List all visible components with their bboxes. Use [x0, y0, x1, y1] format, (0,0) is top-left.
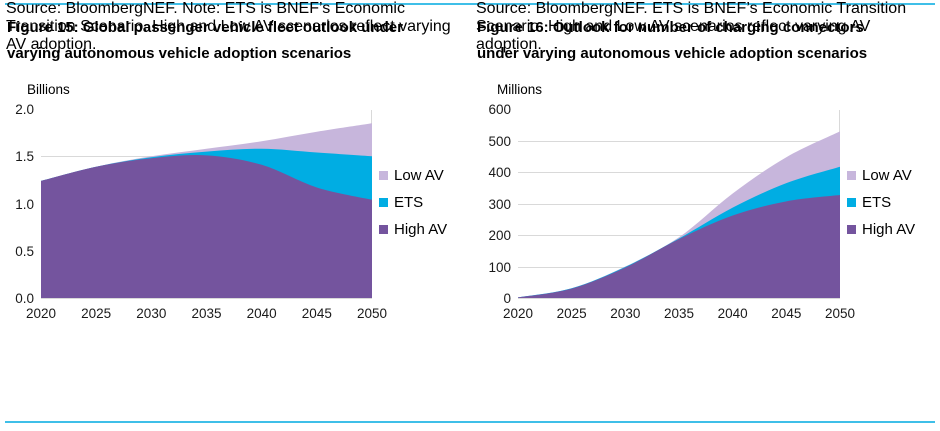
figure-15-legend: Low AV ETS High AV	[379, 162, 447, 243]
y-tick-label-300: 300	[488, 196, 511, 212]
x-tick-label-2035: 2035	[191, 306, 222, 321]
figure-16-source-line-1: Source: BloombergNEF. ETS is BNEF’s Econ…	[476, 0, 907, 17]
y-tick-label-600: 600	[488, 102, 511, 117]
legend-label-ets: ETS	[862, 194, 892, 211]
figure-15-panel: Figure 15: Global passenger vehicle flee…	[6, 0, 466, 431]
y-tick-label-200: 200	[488, 228, 511, 243]
top-divider-line	[5, 3, 935, 5]
legend-item-high-av: High AV	[379, 216, 447, 243]
legend-swatch-ets	[847, 198, 856, 207]
legend-label-high-av: High AV	[862, 221, 916, 238]
legend-label-ets: ETS	[394, 194, 424, 211]
figure-16-title: Figure 16: Outlook for number of chargin…	[477, 15, 933, 67]
figure-15-title-line-1: Figure 15: Global passenger vehicle flee…	[7, 19, 403, 36]
figure-16-panel: Figure 16: Outlook for number of chargin…	[476, 0, 936, 431]
figure-15-source-line-1: Source: BloombergNEF. Note: ETS is BNEF’…	[6, 0, 405, 17]
x-tick-label-2040: 2040	[717, 306, 748, 321]
x-tick-label-2025: 2025	[556, 306, 587, 321]
legend-item-ets: ETS	[847, 189, 915, 216]
legend-swatch-ets	[379, 198, 388, 207]
bottom-divider-line	[5, 421, 935, 423]
figure-15-title-line-2: varying autonomous vehicle adoption scen…	[7, 45, 352, 62]
area-series-high-av	[41, 155, 372, 299]
x-tick-label-2050: 2050	[824, 306, 856, 321]
y-tick-label-0.0: 0.0	[15, 291, 34, 306]
figure-16-title-line-1: Figure 16: Outlook for number of chargin…	[477, 19, 864, 36]
y-tick-label-1.5: 1.5	[15, 149, 34, 165]
x-tick-label-2020: 2020	[25, 306, 57, 321]
x-tick-label-2045: 2045	[301, 306, 332, 321]
figure-15-y-axis-unit-label: Billions	[27, 82, 70, 97]
figure-15-source-line-3: AV adoption.	[6, 36, 97, 53]
x-tick-label-2050: 2050	[356, 306, 388, 321]
y-tick-label-1.0: 1.0	[15, 196, 34, 212]
x-tick-label-2030: 2030	[136, 306, 167, 321]
figure-16-area-chart	[518, 110, 840, 299]
legend-label-low-av: Low AV	[862, 167, 912, 184]
legend-swatch-low-av	[379, 171, 388, 180]
figure-15-area-chart	[41, 110, 372, 299]
figure-16-legend: Low AV ETS High AV	[847, 162, 915, 243]
legend-label-low-av: Low AV	[394, 167, 444, 184]
legend-item-ets: ETS	[379, 189, 447, 216]
figure-16-source-line-2: Scenario. High and Low AV scenarios refl…	[476, 18, 871, 35]
x-tick-label-2030: 2030	[610, 306, 641, 321]
x-tick-label-2035: 2035	[663, 306, 695, 321]
figure-16-title-line-2: under varying autonomous vehicle adoptio…	[477, 45, 868, 62]
x-tick-label-2020: 2020	[502, 306, 534, 321]
figure-15-title: Figure 15: Global passenger vehicle flee…	[7, 15, 463, 67]
x-tick-label-2025: 2025	[81, 306, 112, 321]
figure-16-source-line-3: adoption.	[476, 36, 542, 53]
y-tick-label-0.5: 0.5	[15, 243, 34, 259]
legend-label-high-av: High AV	[394, 221, 448, 238]
x-tick-label-2040: 2040	[246, 306, 277, 321]
legend-item-low-av: Low AV	[847, 162, 915, 189]
area-series-high-av	[518, 195, 840, 299]
figure-16-y-axis-unit-label: Millions	[497, 82, 543, 97]
legend-item-low-av: Low AV	[379, 162, 447, 189]
legend-swatch-low-av	[847, 171, 856, 180]
y-tick-label-400: 400	[488, 165, 511, 180]
y-tick-label-0: 0	[503, 291, 511, 306]
y-tick-label-100: 100	[488, 259, 511, 275]
legend-swatch-high-av	[379, 225, 388, 234]
y-tick-label-500: 500	[488, 133, 511, 149]
legend-swatch-high-av	[847, 225, 856, 234]
figure-15-source-line-2: Transition Scenario. High and Low AV sce…	[6, 18, 451, 35]
legend-item-high-av: High AV	[847, 216, 915, 243]
x-tick-label-2045: 2045	[771, 306, 802, 321]
y-tick-label-2.0: 2.0	[15, 102, 34, 117]
